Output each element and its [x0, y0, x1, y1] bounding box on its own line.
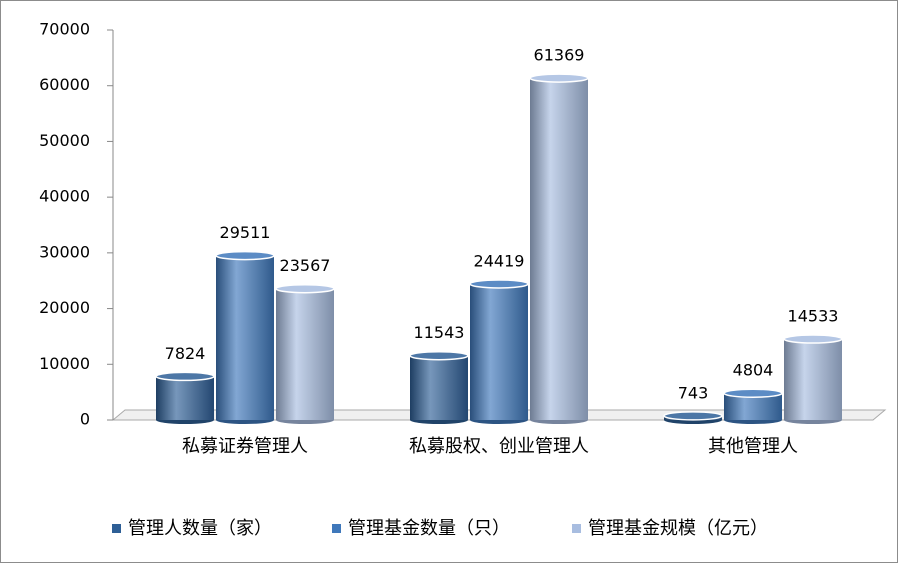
y-tick-label: 20000: [39, 298, 90, 317]
data-label: 23567: [280, 256, 331, 275]
data-label: 7824: [165, 344, 206, 363]
bar-top: [215, 250, 275, 261]
bar-top: [155, 371, 215, 382]
data-label: 11543: [414, 323, 465, 342]
data-label: 743: [678, 383, 709, 402]
bar: [410, 355, 468, 420]
legend-swatch: [112, 524, 121, 533]
bar-top: [469, 279, 529, 289]
legend-swatch: [332, 524, 341, 533]
x-tick-label: 私募股权、创业管理人: [409, 436, 589, 457]
y-tick-label: 60000: [39, 75, 90, 94]
bar: [784, 339, 842, 420]
bar-top: [783, 334, 843, 344]
x-tick-label: 其他管理人: [708, 436, 798, 457]
legend-label: 管理基金数量（只）: [348, 518, 510, 539]
bar: [276, 288, 334, 420]
legend-swatch: [572, 524, 581, 533]
data-label: 29511: [220, 223, 271, 242]
legend-label: 管理人数量（家）: [128, 518, 272, 539]
y-tick-label: 50000: [39, 131, 90, 150]
y-tick-label: 30000: [39, 242, 90, 261]
bar: [530, 78, 588, 420]
bar: [216, 255, 274, 420]
y-tick-label: 0: [80, 410, 90, 429]
y-tick-label: 40000: [39, 187, 90, 206]
bar-top: [275, 283, 335, 294]
bar-top: [663, 411, 723, 421]
bar: [470, 283, 528, 420]
data-label: 24419: [474, 251, 525, 270]
y-tick-label: 10000: [39, 354, 90, 373]
legend-label: 管理基金规模（亿元）: [588, 518, 768, 539]
bar-top: [723, 388, 783, 398]
bar-top: [409, 350, 469, 361]
x-tick-label: 私募证券管理人: [182, 436, 308, 457]
y-tick-label: 70000: [39, 20, 90, 39]
data-label: 14533: [788, 307, 839, 326]
bar: [156, 376, 214, 420]
bar-top: [529, 73, 589, 83]
data-label: 4804: [733, 361, 774, 380]
data-label: 61369: [534, 46, 585, 65]
